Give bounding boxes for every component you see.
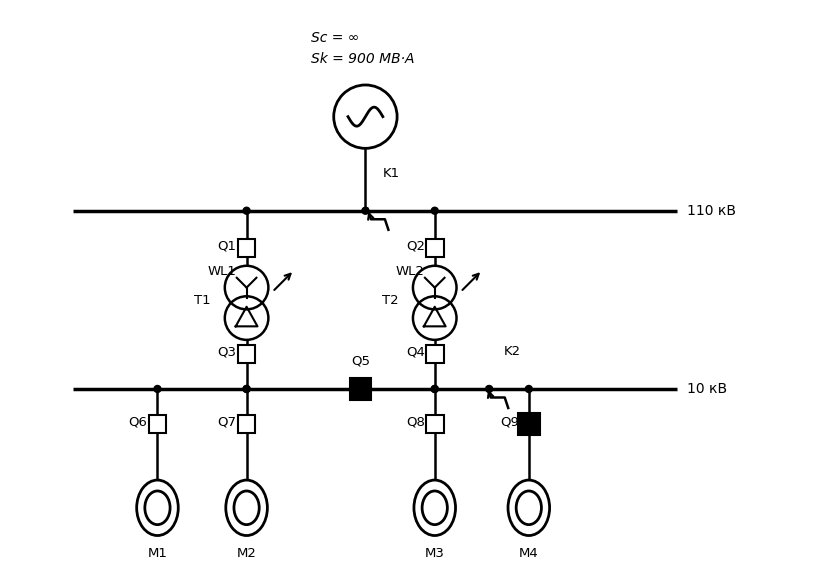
Circle shape [526, 386, 532, 393]
Text: 110 кВ: 110 кВ [687, 204, 736, 218]
Text: Q3: Q3 [218, 346, 236, 359]
Text: Q9: Q9 [500, 415, 519, 428]
Text: T2: T2 [382, 294, 399, 307]
Text: Q6: Q6 [129, 415, 148, 428]
Circle shape [154, 386, 161, 393]
Bar [518, 413, 540, 435]
Bar [238, 240, 255, 257]
Circle shape [431, 386, 438, 393]
Circle shape [486, 386, 492, 393]
Bar [238, 345, 255, 363]
Text: M2: M2 [236, 547, 257, 560]
Bar [148, 415, 166, 432]
Bar [350, 378, 372, 400]
Text: 10 кВ: 10 кВ [687, 382, 727, 396]
Circle shape [243, 386, 250, 393]
Text: M3: M3 [425, 547, 445, 560]
Bar [238, 415, 255, 432]
Text: Q7: Q7 [218, 415, 236, 428]
Text: Q1: Q1 [218, 240, 236, 253]
Text: Q2: Q2 [406, 240, 425, 253]
Text: T1: T1 [194, 294, 211, 307]
Text: WL2: WL2 [396, 265, 425, 278]
Bar [425, 345, 443, 363]
Bar [425, 415, 443, 432]
Text: M4: M4 [519, 547, 539, 560]
Text: K1: K1 [383, 167, 400, 180]
Text: K2: K2 [504, 345, 521, 358]
Bar [425, 240, 443, 257]
Text: Q5: Q5 [351, 354, 370, 368]
Circle shape [431, 386, 438, 393]
Text: M1: M1 [148, 547, 167, 560]
Circle shape [243, 207, 250, 214]
Circle shape [362, 207, 369, 214]
Text: Sk = 900 МВ·А: Sk = 900 МВ·А [311, 52, 415, 67]
Text: Q4: Q4 [406, 346, 425, 359]
Text: WL1: WL1 [208, 265, 236, 278]
Text: Sc = ∞: Sc = ∞ [311, 31, 359, 44]
Circle shape [243, 386, 250, 393]
Text: Q8: Q8 [406, 415, 425, 428]
Circle shape [431, 207, 438, 214]
